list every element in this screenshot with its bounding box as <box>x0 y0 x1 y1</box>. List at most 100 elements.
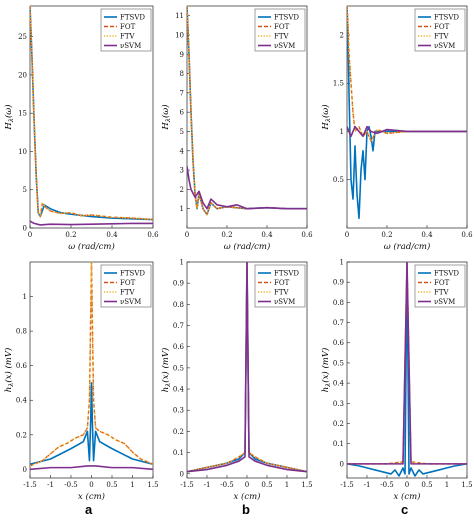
y-tick-label: 0.2 <box>173 428 184 436</box>
y-axis-label: Hλ(ω) <box>320 104 332 130</box>
chart-panel-top-a: 0 0.2 0.4 0.6 0 5 10 15 20 25 ω (rad/cm) Hλ(ω) FTSVD… <box>3 5 159 252</box>
y-tick-label: 0 <box>340 460 344 468</box>
x-tick-label: -1.5 <box>23 481 37 489</box>
legend-label: FTSVD <box>120 270 145 278</box>
y-tick-label: 0.1 <box>333 440 344 448</box>
x-axis-label: ω (rad/cm) <box>224 241 271 252</box>
x-tick-label: -0.5 <box>64 481 78 489</box>
y-tick-label: 0.2 <box>16 431 27 439</box>
x-tick-label: -0.5 <box>220 481 234 489</box>
y-tick-label: 0.7 <box>333 319 344 327</box>
y-tick-label: 0.3 <box>333 400 344 408</box>
x-axis-label: ω (rad/cm) <box>68 241 115 252</box>
y-tick-label: 9 <box>180 51 184 59</box>
legend-box <box>254 264 306 308</box>
x-axis-label: ω (rad/cm) <box>384 241 431 252</box>
y-tick-label: 0 <box>23 466 27 474</box>
y-tick-label: 0.1 <box>173 449 184 457</box>
chart-panel-bottom-b: -1.5 -1 -0.5 0 0.5 1 1.5 0 0.1 0.2 0.3 0.4 0.5 0.6 0.7… <box>160 259 313 503</box>
legend-box <box>100 264 152 308</box>
x-tick-label: 0.6 <box>461 231 473 239</box>
x-tick-label: 0.6 <box>147 231 159 239</box>
x-tick-label: 0 <box>185 231 189 239</box>
y-tick-label: 0.7 <box>173 322 184 330</box>
x-tick-label: 0.2 <box>221 231 232 239</box>
y-tick-label: 2 <box>340 31 344 39</box>
y-tick-label: 15 <box>18 110 27 118</box>
legend-label: FTSVD <box>434 270 459 278</box>
y-tick-label: 8 <box>180 70 184 78</box>
x-tick-label: -1.5 <box>180 481 194 489</box>
x-tick-label: 0.5 <box>421 481 432 489</box>
series-line-ftv <box>30 262 153 467</box>
y-tick-label: 0.4 <box>333 380 345 388</box>
y-tick-label: 0.5 <box>333 359 344 367</box>
series-line-nusvm <box>187 166 307 210</box>
y-tick-label: 0.3 <box>173 407 184 415</box>
y-tick-label: 1 <box>340 128 344 136</box>
y-tick-label: 0 <box>23 225 27 233</box>
legend-label: νSVM <box>434 298 455 306</box>
y-tick-label: 0.6 <box>333 339 345 347</box>
y-axis-label: hλ(x) (mV) <box>160 348 172 393</box>
y-tick-label: 0.9 <box>333 279 344 287</box>
chart-panel-bottom-c: -1.5 -1 -0.5 0 0.5 1 1.5 0 0.1 0.2 0.3 0.4 0.5 0.6 0.7… <box>320 259 473 503</box>
x-tick-label: 0 <box>28 231 32 239</box>
y-tick-label: 2 <box>180 186 184 194</box>
y-tick-label: 4 <box>180 147 185 155</box>
series-group <box>30 262 153 471</box>
y-tick-label: 0.4 <box>173 386 185 394</box>
legend-label: FTV <box>120 289 136 297</box>
legend-label: FOT <box>274 279 290 287</box>
x-tick-label: 1 <box>445 481 449 489</box>
series-group <box>187 6 307 216</box>
y-tick-label: 0.6 <box>16 362 28 370</box>
x-tick-label: 0 <box>89 481 93 489</box>
y-tick-label: 6 <box>180 109 185 117</box>
x-tick-label: 1 <box>130 481 134 489</box>
x-tick-label: 0.6 <box>301 231 313 239</box>
legend-label: FTV <box>120 33 136 41</box>
y-tick-label: 5 <box>23 186 27 194</box>
legend-label: νSVM <box>434 42 455 50</box>
y-axis-label: hλ(x) (mV) <box>3 348 15 393</box>
series-line-ftsvd <box>30 382 153 465</box>
x-tick-label: 1.5 <box>301 481 312 489</box>
series-line-nusvm <box>30 220 153 226</box>
series-group <box>187 262 307 473</box>
y-tick-label: 7 <box>180 89 184 97</box>
chart-panel-bottom-a: -1.5 -1 -0.5 0 0.5 1 1.5 0 0.2 0.4 0.6 0.8 1 x (cm) hλ… <box>3 261 159 502</box>
series-line-nusvm <box>347 125 467 138</box>
legend-label: FTSVD <box>434 14 459 22</box>
y-tick-label: 0.8 <box>333 299 344 307</box>
legend-label: FTV <box>274 289 290 297</box>
legend-label: νSVM <box>274 298 295 306</box>
series-line-nusvm <box>347 262 467 465</box>
y-tick-label: 1 <box>180 259 184 267</box>
legend-label: FOT <box>274 23 290 31</box>
series-line-ftsvd <box>347 262 467 477</box>
y-tick-label: 1.5 <box>333 80 344 88</box>
y-tick-label: 0.9 <box>173 280 184 288</box>
legend-label: νSVM <box>120 298 141 306</box>
x-tick-label: 0.4 <box>106 231 118 239</box>
x-tick-label: -0.5 <box>380 481 394 489</box>
x-tick-label: -1.5 <box>340 481 354 489</box>
y-tick-label: 0.8 <box>16 328 27 336</box>
y-tick-label: 11 <box>175 12 184 20</box>
x-tick-label: 0 <box>245 481 249 489</box>
legend-label: FTSVD <box>120 14 145 22</box>
x-tick-label: -1 <box>204 481 211 489</box>
legend-label: FOT <box>434 23 450 31</box>
legend-label: FOT <box>120 23 136 31</box>
y-tick-label: 20 <box>18 71 27 79</box>
series-group <box>30 6 153 226</box>
y-tick-label: 0.5 <box>173 364 184 372</box>
series-line-nusvm <box>30 465 153 471</box>
series-line-ftv <box>187 262 307 473</box>
